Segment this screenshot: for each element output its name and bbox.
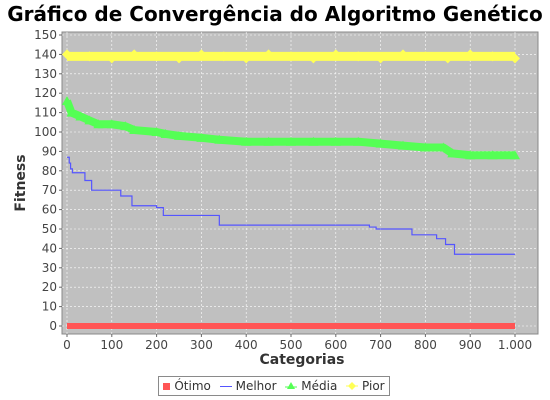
series-pior-point: [465, 49, 476, 60]
legend-item-pior: Pior: [346, 379, 385, 393]
series-pior-point: [308, 53, 319, 64]
series-pior-point: [375, 53, 386, 64]
y-tick-label: 110: [34, 106, 57, 120]
series-pior-point: [129, 49, 140, 60]
y-tick-label: 80: [42, 164, 57, 178]
series-media-point: [487, 150, 498, 160]
x-tick-label: 100: [100, 338, 123, 352]
x-tick-label: 600: [324, 338, 347, 352]
x-tick-label: 500: [280, 338, 303, 352]
legend-item-melhor: Melhor: [219, 379, 277, 393]
series-pior-point: [84, 51, 95, 62]
series-pior-point: [62, 49, 72, 60]
series-pior-point: [487, 51, 498, 62]
series-media-point: [465, 150, 476, 160]
y-tick-label: 150: [34, 28, 57, 42]
series-media-point: [120, 121, 131, 131]
series-media-point: [420, 142, 431, 152]
legend-swatch-triangle-icon: [285, 382, 298, 389]
series-media-point: [196, 132, 207, 142]
y-tick-label: 10: [42, 300, 57, 314]
legend-label-melhor: Melhor: [235, 379, 277, 393]
series-media-point: [160, 128, 171, 138]
series-pior-point: [353, 51, 364, 62]
series-pior-point: [286, 51, 296, 62]
series-media-point: [174, 130, 184, 140]
y-tick-label: 90: [42, 144, 57, 158]
series-pior-point: [106, 53, 117, 64]
y-tick-label: 40: [42, 241, 57, 255]
y-tick-label: 140: [34, 47, 57, 61]
series-media-point: [84, 115, 95, 125]
axis-layer: 0 10 20 30 40 50 60 70 80 90 100 110 120 130 140 150 0 10…: [34, 28, 532, 352]
x-tick-label: 800: [414, 338, 437, 352]
series-media-point: [263, 136, 274, 146]
series-media-point: [375, 138, 386, 148]
legend: Ótimo Melhor Média Pior: [158, 376, 390, 396]
series-melhor-line: [67, 156, 515, 255]
x-axis-label: Categorias: [259, 352, 344, 368]
series-media-point: [151, 127, 162, 136]
y-tick-label: 30: [42, 261, 57, 275]
x-tick-label: 400: [235, 338, 258, 352]
series-layer: [62, 49, 520, 329]
y-tick-label: 0: [49, 319, 57, 333]
series-media-point: [330, 136, 341, 146]
series-media-point: [398, 140, 408, 150]
series-media-point: [214, 134, 225, 144]
x-tick-label: 900: [459, 338, 482, 352]
series-media-point: [241, 136, 252, 146]
x-tick-label: 300: [190, 338, 213, 352]
series-pior-point: [196, 49, 207, 60]
legend-swatch-line-icon: [219, 385, 232, 387]
series-media-point: [66, 107, 77, 117]
x-tick-label: 700: [369, 338, 392, 352]
legend-swatch-diamond-icon: [346, 382, 359, 390]
series-media-point: [129, 125, 140, 135]
y-tick-label: 60: [42, 203, 57, 217]
x-tick-label: 0: [63, 338, 71, 352]
y-tick-label: 120: [34, 86, 57, 100]
series-pior-point: [174, 53, 184, 64]
series-media-point: [447, 148, 458, 158]
series-media-point: [510, 150, 520, 160]
series-pior-point: [241, 53, 252, 64]
y-tick-label: 50: [42, 222, 57, 236]
series-pior-point: [263, 49, 274, 60]
series-pior-point: [510, 53, 520, 64]
series-media-point: [75, 111, 86, 121]
series-pior-point: [420, 51, 431, 62]
y-tick-label: 100: [34, 125, 57, 139]
x-tick-label: 200: [145, 338, 168, 352]
series-media-point: [353, 136, 364, 146]
chart-title: Gráfico de Convergência do Algoritmo Gen…: [7, 2, 543, 26]
legend-label-otimo: Ótimo: [174, 379, 211, 393]
series-media-point: [286, 136, 296, 146]
y-tick-label: 70: [42, 183, 57, 197]
series-media-point: [62, 95, 72, 105]
series-pior-point: [151, 51, 162, 62]
legend-label-pior: Pior: [362, 379, 385, 393]
y-tick-label: 130: [34, 67, 57, 81]
legend-label-media: Média: [301, 379, 338, 393]
series-pior-point: [330, 49, 341, 60]
series-media-point: [106, 119, 117, 129]
series-media-point: [308, 136, 319, 146]
series-media-point: [438, 142, 449, 152]
series-media-point: [93, 119, 104, 129]
series-pior-point: [398, 49, 408, 60]
y-tick-label: 20: [42, 280, 57, 294]
x-tick-label: 1.000: [498, 338, 532, 352]
y-axis-label: Fitness: [13, 154, 29, 211]
legend-swatch-square-icon: [163, 382, 171, 390]
series-pior-point: [442, 53, 453, 64]
legend-item-otimo: Ótimo: [163, 379, 211, 393]
plot-area: [61, 31, 539, 335]
legend-item-media: Média: [285, 379, 337, 393]
series-pior-point: [218, 51, 229, 62]
